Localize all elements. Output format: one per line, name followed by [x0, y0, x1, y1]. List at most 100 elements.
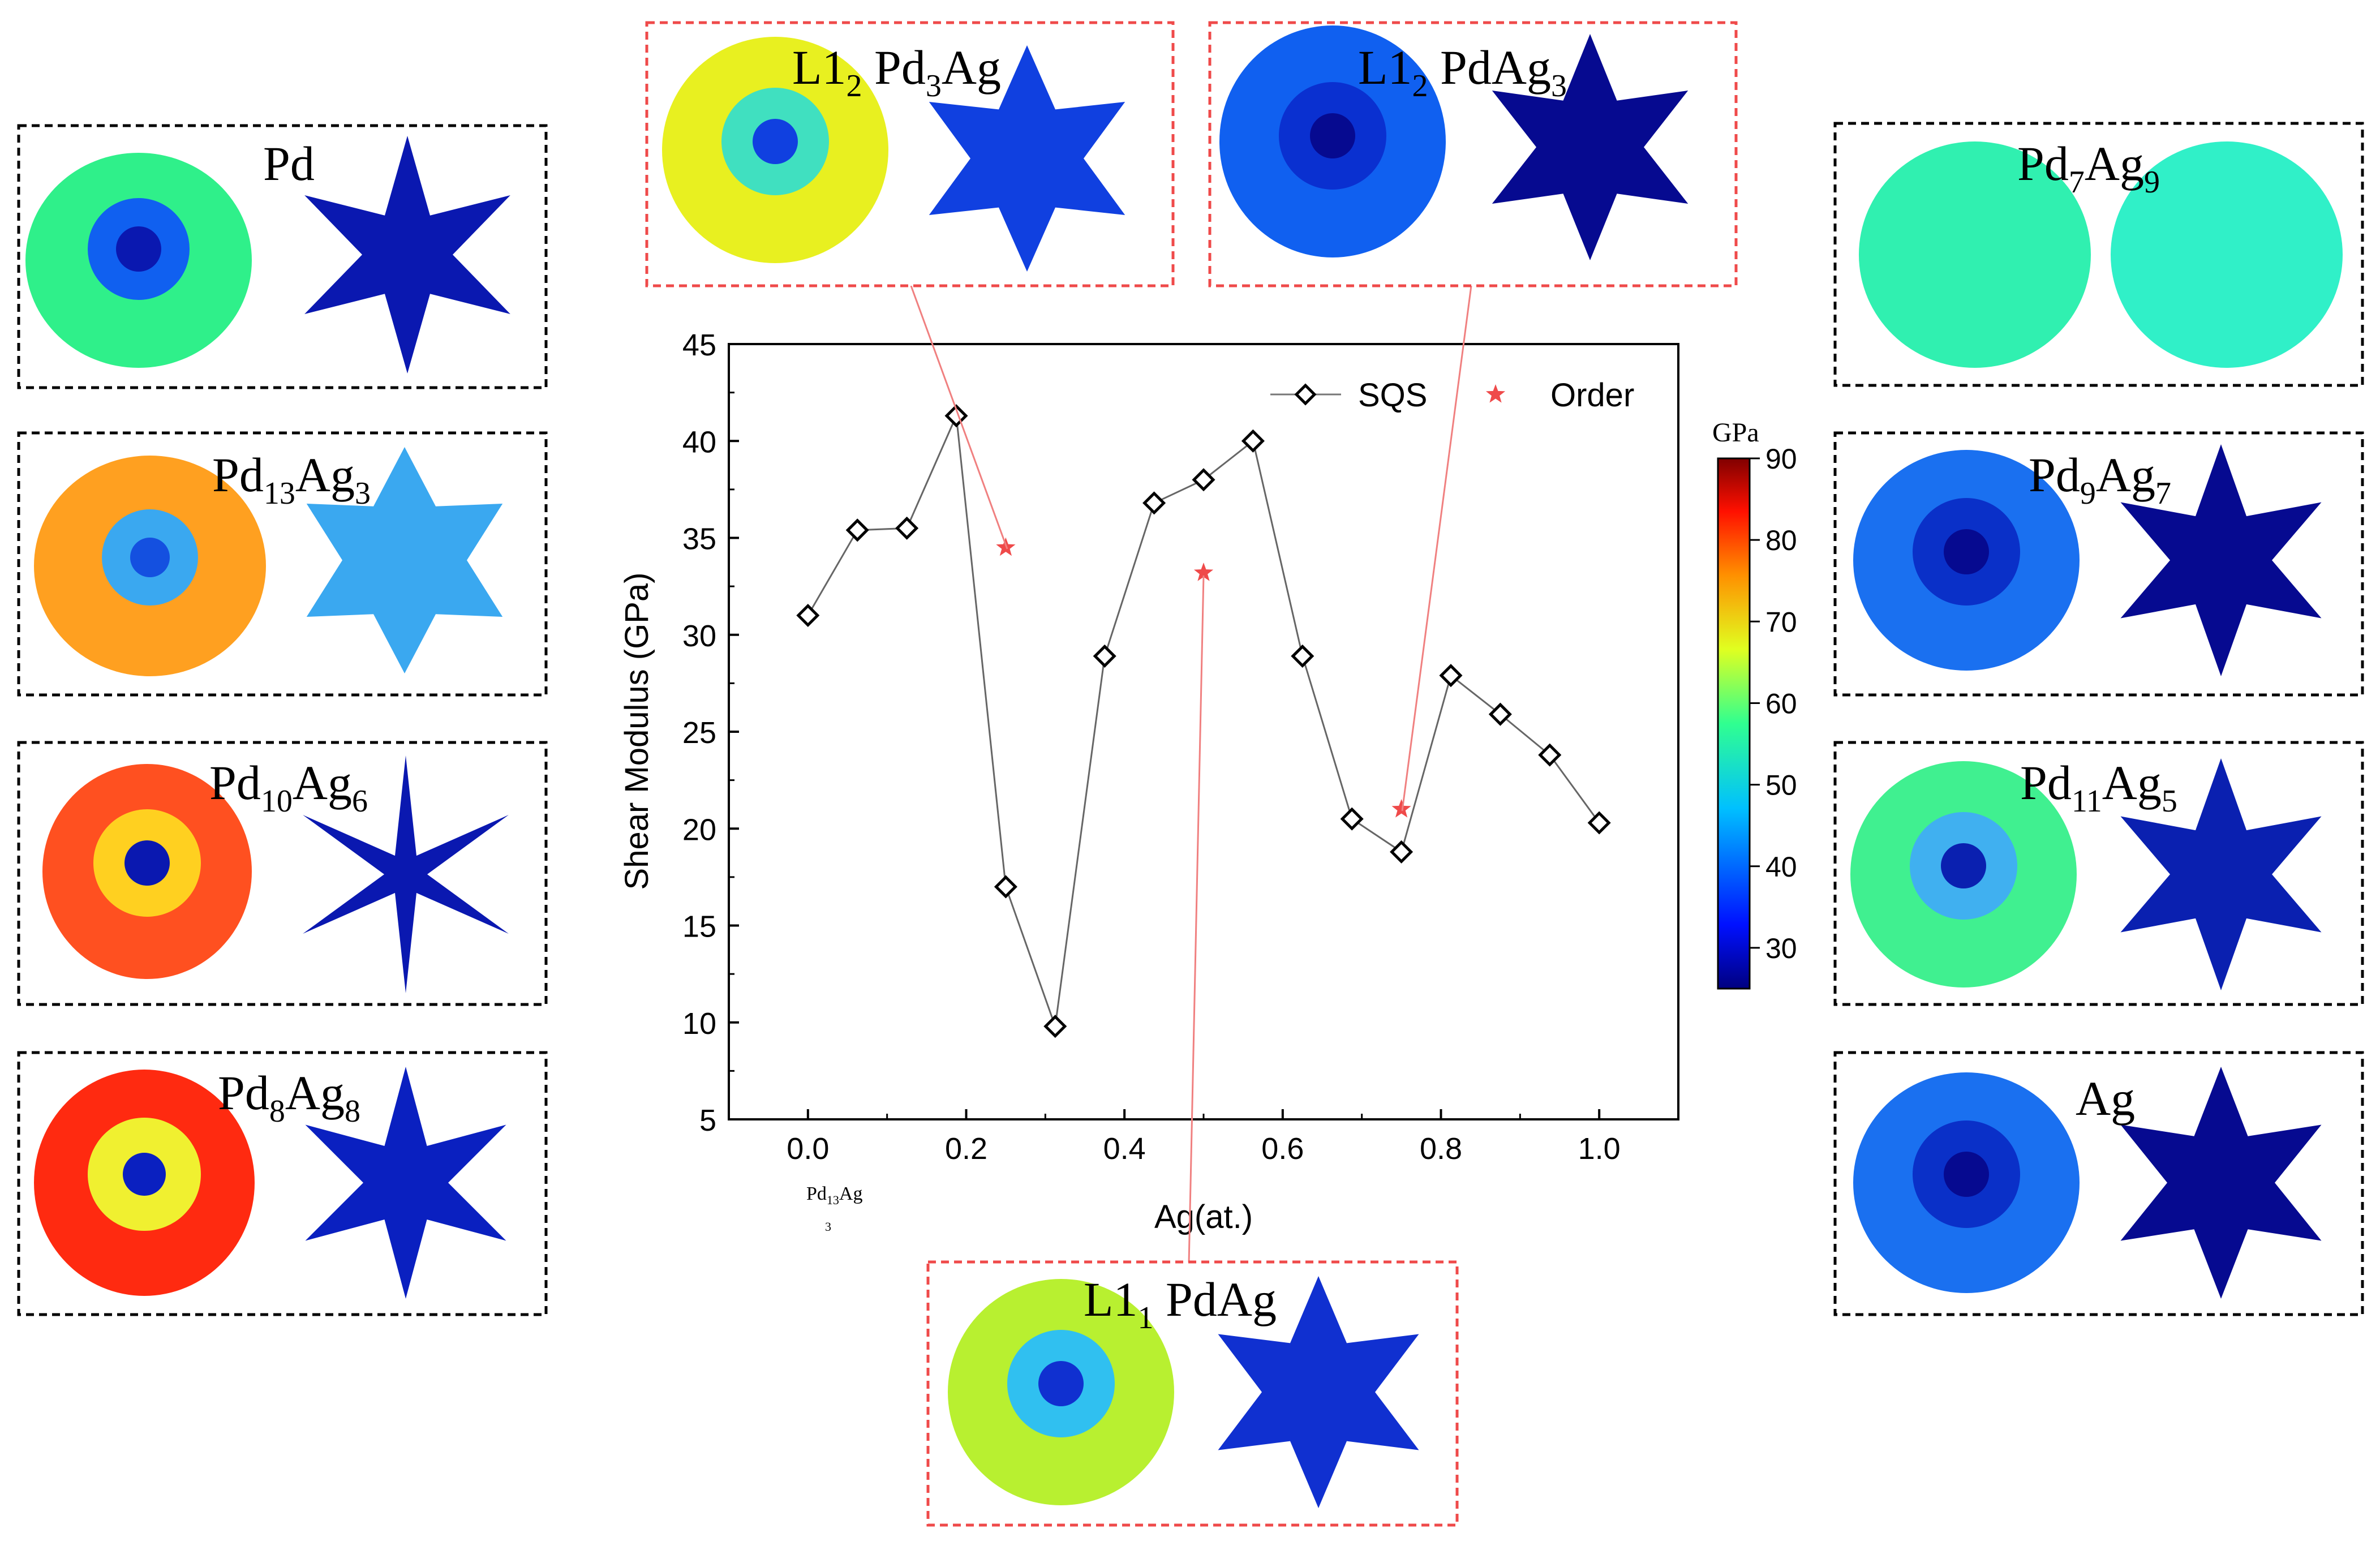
elastic-surface-3d: [1859, 141, 2091, 368]
sqs-point: [1538, 743, 1562, 767]
elastic-surface-projection: [1492, 34, 1689, 260]
sqs-point: [1587, 811, 1611, 835]
plot-frame: [728, 343, 1679, 1120]
elastic-surface-core: [1944, 1152, 1989, 1197]
colorbar-tick-label: 50: [1765, 770, 1797, 801]
x-tick-label: 0.6: [1261, 1132, 1304, 1166]
connector-l12pdag3: [1401, 285, 1472, 812]
y-tick-label: 25: [682, 716, 716, 750]
sqs-point: [1439, 664, 1463, 688]
order-point: [1193, 563, 1214, 581]
connector-l12pd3ag: [910, 285, 1008, 549]
sqs-point: [895, 516, 919, 540]
panel-pd10ag6: Pd10Ag6: [17, 741, 548, 1006]
x-tick-label: 0.0: [787, 1132, 829, 1166]
legend-order-marker: [1485, 384, 1506, 403]
colorbar-tick-label: 90: [1765, 443, 1797, 475]
x-tick-label: 1.0: [1578, 1132, 1621, 1166]
elastic-surface-projection: [304, 136, 510, 373]
elastic-surface-core: [116, 226, 161, 272]
elastic-surface-core: [124, 840, 170, 886]
panel-title: Ag: [2076, 1071, 2135, 1126]
panel-l12-pdag3: L12 PdAg3: [1208, 21, 1738, 287]
elastic-surface-projection: [1218, 1276, 1419, 1508]
panel-ag: Ag: [1833, 1051, 2364, 1316]
x-tick-label: 0.4: [1103, 1132, 1146, 1166]
x-axis-label: Ag(at.): [1154, 1199, 1253, 1235]
order-point: [1391, 799, 1411, 818]
y-tick-label: 30: [682, 619, 716, 653]
x-axis-ticks: 0.0 0.2 0.4 0.6 0.8 1.0: [787, 1109, 1621, 1166]
legend-sqs-marker: [1294, 383, 1317, 406]
elastic-surface-projection: [2111, 141, 2343, 368]
x-axis-annotation-sub: 3: [825, 1220, 831, 1234]
elastic-surface-core: [130, 538, 170, 577]
sqs-series: [796, 404, 1611, 1038]
panel-pd11ag5: Pd11Ag5: [1833, 741, 2364, 1006]
sqs-point: [1241, 429, 1265, 453]
panel-pd: Pd: [17, 124, 548, 389]
sqs-point: [1043, 1015, 1067, 1038]
y-tick-label: 5: [699, 1104, 716, 1137]
legend-order-label: Order: [1550, 377, 1634, 414]
elastic-surface-projection: [305, 1067, 506, 1299]
sqs-point: [1291, 644, 1314, 668]
y-tick-label: 40: [682, 425, 716, 459]
elastic-surface-core: [123, 1153, 166, 1196]
shear-modulus-chart: 5 10 15 20 25 30 35 40 45 0.0 0.2 0.4 0.6 0.8 1.0 She…: [618, 328, 1679, 1235]
colorbar-tick-label: 70: [1765, 606, 1797, 638]
colorbar: GPa 30 40 50 60 70 80 90: [1712, 418, 1797, 990]
sqs-point: [845, 518, 869, 542]
panel-title: L11 PdAg: [1084, 1272, 1277, 1336]
colorbar-tick-label: 40: [1765, 851, 1797, 883]
panel-pd13ag3: Pd13Ag3: [17, 431, 548, 697]
connectors: [910, 285, 1472, 1291]
elastic-surface-projection: [2120, 444, 2322, 676]
sqs-point: [1093, 644, 1116, 668]
elastic-surface-projection: [303, 755, 509, 993]
panel-title: Pd9Ag7: [2029, 448, 2171, 511]
elastic-surface-projection: [306, 447, 503, 673]
sqs-point: [1488, 702, 1512, 726]
x-axis-annotation: Pd13Ag: [806, 1183, 862, 1207]
sqs-point: [1142, 491, 1166, 515]
colorbar-tick-label: 30: [1765, 933, 1797, 964]
elastic-surface-projection: [2120, 1067, 2322, 1299]
panel-title: Pd8Ag8: [218, 1066, 360, 1129]
colorbar-gradient: [1717, 457, 1751, 990]
elastic-surface-core: [753, 119, 798, 164]
panel-l11-pdag: L11 PdAg: [926, 1260, 1459, 1527]
connector-l11pdag: [1187, 575, 1205, 1291]
elastic-surface-core: [1944, 529, 1989, 574]
panel-pd8ag8: Pd8Ag8: [17, 1051, 548, 1316]
y-tick-label: 10: [682, 1007, 716, 1041]
y-axis-label: Shear Modulus (GPa): [618, 573, 655, 890]
y-tick-label: 15: [682, 910, 716, 944]
sqs-line: [807, 412, 1600, 1027]
panel-title: Pd10Ag6: [209, 755, 368, 819]
colorbar-unit: GPa: [1712, 418, 1759, 448]
panel-title: Pd7Ag9: [2017, 136, 2160, 200]
legend: SQS Order: [1270, 377, 1634, 414]
panel-title: Pd13Ag3: [212, 448, 371, 511]
x-tick-label: 0.2: [945, 1132, 987, 1166]
sqs-point: [1390, 840, 1414, 864]
panel-title: L12 PdAg3: [1358, 40, 1567, 104]
elastic-surface-core: [1038, 1361, 1084, 1406]
panel-title: L12 Pd3Ag: [792, 40, 1001, 104]
panel-pd7ag9: Pd7Ag9: [1833, 122, 2364, 387]
elastic-surface-projection: [2120, 758, 2322, 990]
legend-sqs-label: SQS: [1358, 377, 1428, 414]
y-tick-label: 20: [682, 813, 716, 847]
elastic-surface-projection: [929, 45, 1125, 272]
y-tick-label: 35: [682, 522, 716, 556]
y-axis-ticks: 5 10 15 20 25 30 35 40 45: [682, 328, 739, 1137]
elastic-surface-core: [1310, 113, 1355, 158]
sqs-point: [796, 603, 820, 628]
colorbar-ticks: 30 40 50 60 70 80 90: [1750, 443, 1797, 964]
x-tick-label: 0.8: [1420, 1132, 1462, 1166]
elastic-surface-core: [1941, 843, 1986, 888]
panel-pd9ag7: Pd9Ag7: [1833, 431, 2364, 697]
panel-l12-pd3ag: L12 Pd3Ag: [645, 21, 1175, 287]
